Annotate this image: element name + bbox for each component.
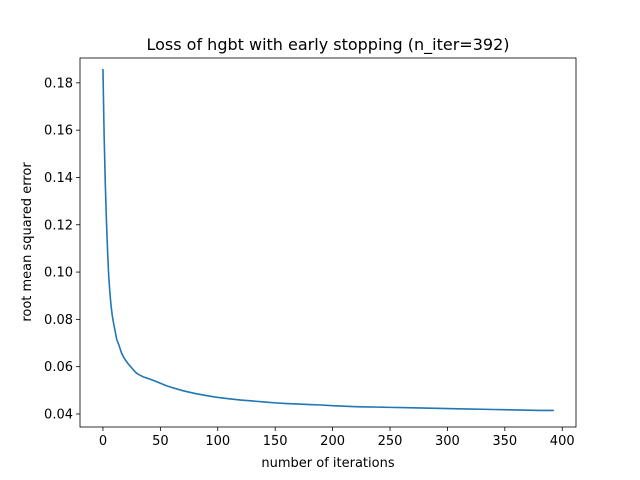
- x-tick-label: 300: [435, 434, 460, 449]
- series-line: [102, 69, 554, 412]
- x-tick-label: 200: [320, 434, 345, 449]
- plot-area: [79, 57, 577, 428]
- x-tick-label: 350: [492, 434, 517, 449]
- y-tick-label: 0.16: [44, 124, 73, 139]
- x-axis: 0 50 100 150 200 250 300 350 400: [99, 427, 575, 449]
- x-tick-label: 100: [205, 434, 230, 449]
- y-tick-label: 0.04: [44, 407, 73, 422]
- y-axis: 0.04 0.06 0.08 0.10 0.12 0.14 0.16 0.18: [44, 76, 80, 422]
- x-tick-label: 150: [263, 434, 288, 449]
- y-tick-label: 0.06: [44, 360, 73, 375]
- y-tick-label: 0.08: [44, 313, 73, 328]
- y-tick-label: 0.18: [44, 76, 73, 91]
- x-tick-label: 250: [378, 434, 403, 449]
- y-axis-label: root mean squared error: [20, 162, 35, 322]
- x-axis-label: number of iterations: [261, 456, 394, 471]
- y-tick-label: 0.10: [44, 266, 73, 281]
- y-tick-label: 0.14: [44, 171, 73, 186]
- x-tick-label: 0: [99, 434, 107, 449]
- plot-frame: [79, 57, 577, 428]
- chart-title: Loss of hgbt with early stopping (n_iter…: [146, 35, 509, 55]
- y-tick-label: 0.12: [44, 218, 73, 233]
- x-tick-label: 400: [550, 434, 575, 449]
- x-tick-label: 50: [152, 434, 169, 449]
